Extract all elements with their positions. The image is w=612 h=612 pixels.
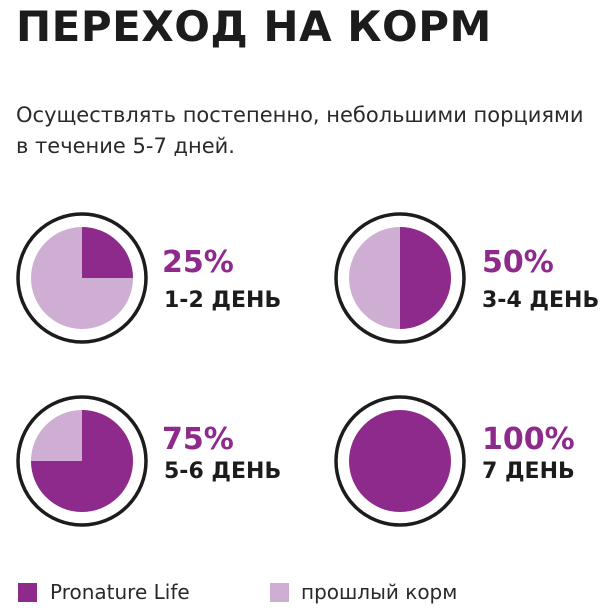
day-label-2: 3-4 ДЕНЬ: [482, 288, 600, 313]
legend-label-pronature: Pronature Life: [50, 580, 190, 604]
percent-label-3: 75%: [162, 422, 234, 457]
legend-swatch-previous-food: [270, 583, 289, 602]
day-label-4: 7 ДЕНЬ: [482, 459, 575, 484]
pie-chart-1: [16, 212, 148, 344]
day-label-3: 5-6 ДЕНЬ: [164, 459, 282, 484]
legend: Pronature Life прошлый корм: [18, 580, 598, 606]
percent-label-4: 100%: [482, 422, 575, 457]
slice-pronature: [31, 410, 133, 512]
slice-pronature: [82, 227, 133, 278]
legend-label-previous-food: прошлый корм: [301, 580, 458, 604]
day-label-1: 1-2 ДЕНЬ: [164, 288, 282, 313]
pie-chart-2: [334, 212, 466, 344]
percent-label-1: 25%: [162, 245, 234, 280]
legend-swatch-pronature: [18, 583, 37, 602]
slice-pronature: [400, 227, 451, 329]
pie-chart-4: [334, 395, 466, 527]
percent-label-2: 50%: [482, 245, 554, 280]
pie-chart-3: [16, 395, 148, 527]
slice-pronature: [349, 410, 451, 512]
page-title: ПЕРЕХОД НА КОРМ: [16, 2, 492, 51]
subtitle: Осуществлять постепенно, небольшими порц…: [16, 103, 584, 158]
